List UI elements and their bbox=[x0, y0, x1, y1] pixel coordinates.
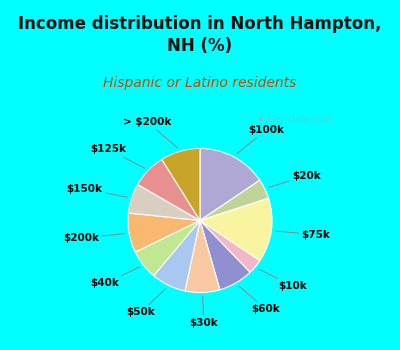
Wedge shape bbox=[154, 220, 200, 291]
Wedge shape bbox=[185, 220, 220, 293]
Text: Income distribution in North Hampton,
NH (%): Income distribution in North Hampton, NH… bbox=[18, 15, 382, 55]
Wedge shape bbox=[200, 180, 268, 220]
Text: $100k: $100k bbox=[237, 125, 284, 154]
Wedge shape bbox=[200, 220, 260, 272]
Wedge shape bbox=[128, 213, 200, 252]
Wedge shape bbox=[200, 198, 272, 261]
Wedge shape bbox=[200, 220, 250, 290]
Text: $40k: $40k bbox=[90, 267, 140, 288]
Wedge shape bbox=[200, 148, 260, 220]
Text: ⚫ City-Data.com: ⚫ City-Data.com bbox=[257, 115, 332, 124]
Text: Hispanic or Latino residents: Hispanic or Latino residents bbox=[103, 76, 297, 90]
Text: $50k: $50k bbox=[126, 288, 166, 317]
Text: $125k: $125k bbox=[90, 145, 145, 168]
Text: $150k: $150k bbox=[67, 184, 127, 197]
Wedge shape bbox=[162, 148, 200, 220]
Text: $75k: $75k bbox=[276, 230, 330, 240]
Text: $60k: $60k bbox=[239, 286, 280, 314]
Wedge shape bbox=[135, 220, 200, 276]
Wedge shape bbox=[138, 159, 200, 220]
Wedge shape bbox=[128, 184, 200, 220]
Text: $10k: $10k bbox=[259, 269, 307, 291]
Text: $30k: $30k bbox=[189, 297, 218, 328]
Text: $200k: $200k bbox=[63, 233, 125, 243]
Text: $20k: $20k bbox=[269, 171, 321, 188]
Text: > $200k: > $200k bbox=[124, 117, 178, 148]
